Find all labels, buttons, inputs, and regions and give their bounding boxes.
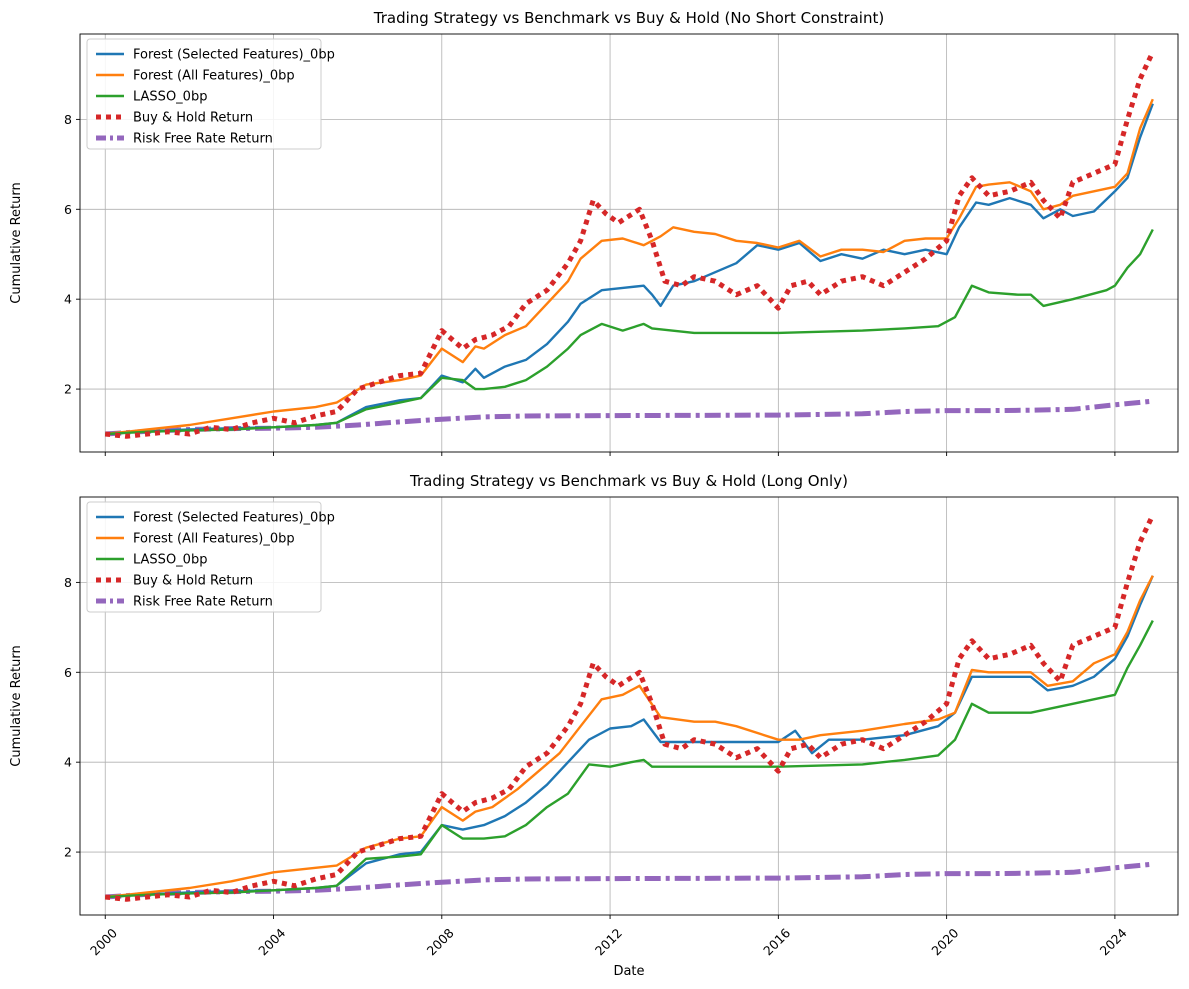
y-axis-label: Cumulative Return [9,645,24,766]
y-tick-label: 4 [64,292,72,307]
y-tick-label: 4 [64,755,72,770]
legend-label: LASSO_0bp [133,553,207,568]
series-line-forest-all-features-0bp [105,575,1154,899]
y-tick-label: 8 [64,575,72,590]
axes-frame [79,33,1179,453]
series-line-forest-selected-features-0bp [105,575,1154,899]
legend-label: Forest (All Features)_0bp [133,532,295,547]
subplot-1: 2 4 6 8 Trading Strategy vs Benchmark vs Buy… [9,9,1179,456]
y-tick-label: 2 [64,382,72,397]
legend-label: Buy & Hold Return [133,111,253,126]
x-tick-label: 2020 [928,925,961,958]
x-tick-label: 2024 [1097,925,1130,958]
y-tick-label: 2 [64,845,72,860]
legend-label: Risk Free Rate Return [133,595,273,610]
y-tick-label: 6 [64,202,72,217]
y-axis-label: Cumulative Return [9,182,24,303]
x-tick-label: 2004 [255,925,288,958]
y-tick-label: 8 [64,112,72,127]
legend-label: Forest (All Features)_0bp [133,69,295,84]
series-line-buy-hold-return [104,50,1156,439]
x-tick-label: 2008 [424,925,457,958]
x-tick-label: 2016 [760,925,793,958]
x-tick-label: 2000 [87,925,120,958]
legend-label: Buy & Hold Return [133,574,253,589]
series-line-forest-all-features-0bp [105,98,1154,436]
legend-label: Forest (Selected Features)_0bp [133,511,335,526]
y-tick-label: 6 [64,665,72,680]
series-line-forest-selected-features-0bp [105,103,1154,436]
series-line-risk-free-rate-return [105,861,1154,900]
axes-frame [79,496,1179,916]
legend-box [86,38,322,150]
series-line-lasso-0bp [105,620,1154,899]
chart-title: Trading Strategy vs Benchmark vs Buy & H… [373,9,884,27]
series-group [104,513,1156,902]
series-line-lasso-0bp [105,228,1154,436]
x-axis-label: Date [613,964,644,979]
subplot-2: 2 4 6 8 2000 2004 2008 2012 2016 2020 2024 Trading … [9,472,1179,979]
legend-label: Forest (Selected Features)_0bp [133,48,335,63]
legend-label: Risk Free Rate Return [133,132,273,147]
chart-title: Trading Strategy vs Benchmark vs Buy & H… [409,472,848,490]
legend: Forest (Selected Features)_0bp Forest (Al… [86,38,335,150]
x-tick-label: 2012 [592,925,625,958]
legend: Forest (Selected Features)_0bp Forest (Al… [86,501,335,613]
legend-box [86,501,322,613]
legend-label: LASSO_0bp [133,90,207,105]
series-group [104,50,1156,439]
series-line-risk-free-rate-return [105,398,1154,437]
series-line-buy-hold-return [104,513,1156,902]
